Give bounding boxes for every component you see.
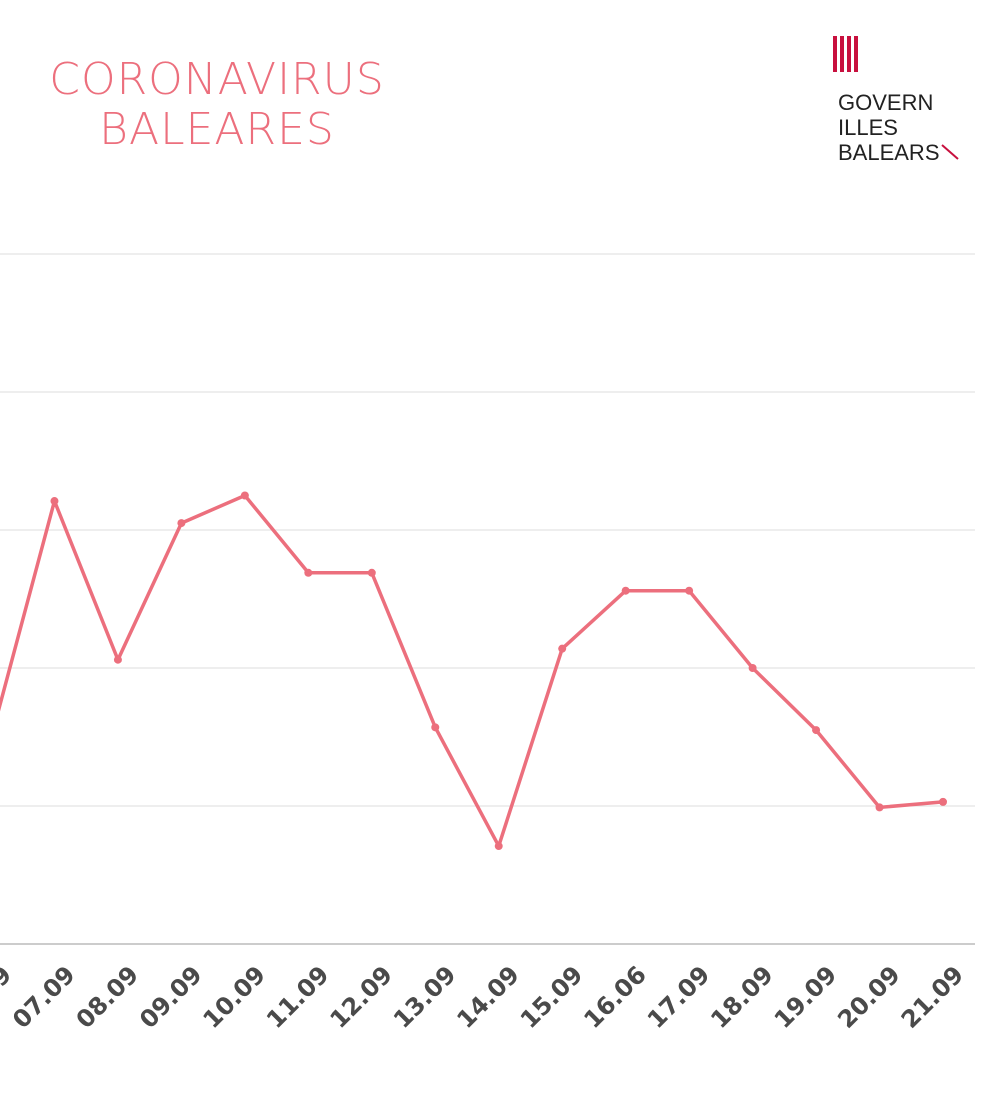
point <box>240 491 249 500</box>
point <box>367 568 376 577</box>
title: CORONAVIRUS <box>49 54 385 105</box>
point <box>494 842 503 851</box>
x-tick-label: 14.09 <box>451 960 524 1033</box>
point <box>621 586 630 595</box>
point <box>113 655 122 664</box>
logo-text: ILLES <box>838 115 898 140</box>
x-tick-label: 13.09 <box>388 960 461 1033</box>
x-tick-label: 17.09 <box>642 960 715 1033</box>
point <box>685 586 694 595</box>
x-tick-label: 08.09 <box>71 960 144 1033</box>
logo-icon <box>833 36 858 72</box>
point <box>558 644 567 653</box>
x-tick-label: 19.09 <box>769 960 842 1033</box>
title: BALEARES <box>99 104 335 155</box>
x-tick-label: 21.09 <box>896 960 969 1033</box>
logo-slash <box>941 144 959 160</box>
x-tick-label: 07.09 <box>7 960 80 1033</box>
line <box>0 493 944 848</box>
point <box>431 723 440 732</box>
logo-text: GOVERN <box>838 90 933 115</box>
point <box>304 568 313 577</box>
x-tick-label: 16.06 <box>578 960 651 1033</box>
point <box>50 497 59 506</box>
point <box>748 664 757 672</box>
point <box>812 726 821 735</box>
logo-text: BALEARS <box>838 140 940 165</box>
point <box>177 519 186 528</box>
x-tick-label: 11.09 <box>261 960 334 1033</box>
point <box>875 803 884 812</box>
point <box>939 797 947 806</box>
x-tick-label: 20.09 <box>832 960 905 1033</box>
x-tick-label: 15.09 <box>515 960 588 1033</box>
x-tick-label: 12.09 <box>325 960 398 1033</box>
x-tick-label: 10.09 <box>198 960 271 1033</box>
x-tick-label: 09.09 <box>134 960 207 1033</box>
x-tick-label: 18.09 <box>705 960 778 1033</box>
